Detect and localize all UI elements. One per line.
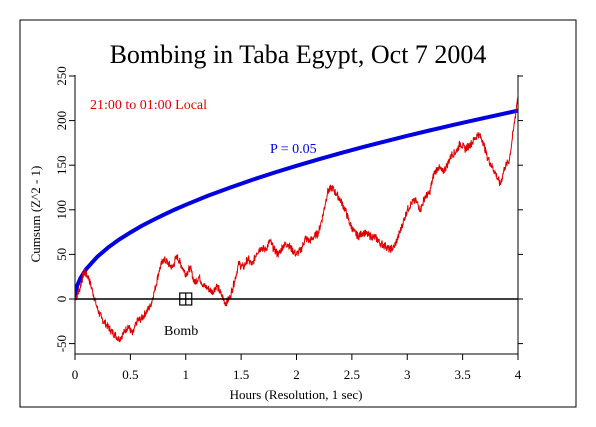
y-ticks: -50 0 50 100 150 200 250 — [54, 66, 75, 352]
bomb-marker — [179, 292, 193, 306]
y-axis-label: Cumsum (Z^2 - 1) — [28, 166, 43, 263]
x-tick-label: 2 — [293, 367, 300, 382]
x-tick-label: 2.5 — [344, 367, 360, 382]
x-tick-label: 0 — [72, 367, 79, 382]
chart-title: Bombing in Taba Egypt, Oct 7 2004 — [110, 40, 487, 69]
y-tick-label: -50 — [54, 335, 69, 352]
outer-frame — [19, 19, 577, 408]
cumsum-line — [75, 93, 518, 343]
y-tick-label: 0 — [54, 296, 69, 303]
y-tick-label: 150 — [54, 155, 69, 175]
x-tick-label: 3 — [404, 367, 411, 382]
y-tick-label: 100 — [54, 200, 69, 220]
envelope-line — [75, 108, 518, 300]
x-tick-label: 1.5 — [233, 367, 249, 382]
y-tick-label: 50 — [54, 248, 69, 261]
x-tick-label: 0.5 — [122, 367, 138, 382]
right-ticks — [518, 75, 523, 345]
y-tick-label: 250 — [54, 66, 69, 86]
bomb-label: Bomb — [164, 324, 198, 339]
y-tick-label: 200 — [54, 111, 69, 131]
probability-label: P = 0.05 — [270, 142, 317, 157]
x-tick-label: 1 — [183, 367, 190, 382]
x-axis-label: Hours (Resolution, 1 sec) — [230, 387, 363, 402]
time-window-label: 21:00 to 01:00 Local — [90, 98, 207, 113]
x-ticks: 0 0.5 1 1.5 2 2.5 3 3.5 4 — [72, 354, 522, 382]
x-tick-label: 3.5 — [455, 367, 471, 382]
x-tick-label: 4 — [515, 367, 522, 382]
